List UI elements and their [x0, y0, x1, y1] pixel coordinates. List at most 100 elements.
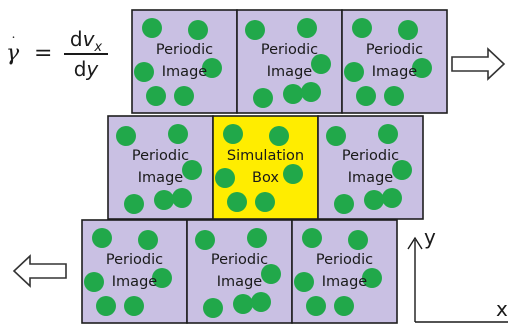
- equation-fraction: dvx dy: [60, 26, 112, 82]
- particle: [142, 18, 162, 38]
- particle: [364, 190, 384, 210]
- particle: [124, 296, 144, 316]
- particle: [223, 124, 243, 144]
- periodic-image-cell: Periodic Image: [291, 219, 398, 324]
- particle: [227, 192, 247, 212]
- particle: [344, 62, 364, 82]
- periodic-image-cell: Periodic Image: [236, 9, 343, 114]
- periodic-image-cell: Periodic Image: [107, 115, 214, 220]
- periodic-image-cell: Periodic Image: [317, 115, 424, 220]
- periodic-label-line2: Image: [267, 64, 312, 80]
- periodic-label-line1: Periodic: [132, 148, 189, 164]
- equation-num-v: v: [82, 27, 95, 51]
- particle: [334, 296, 354, 316]
- particle: [202, 58, 222, 78]
- particle: [269, 126, 289, 146]
- periodic-label-line2: Image: [138, 170, 183, 186]
- periodic-label-line2: Image: [162, 64, 207, 80]
- periodic-label-line1: Periodic: [106, 252, 163, 268]
- particle: [297, 18, 317, 38]
- equation-shear-rate-symbol: γ: [6, 41, 20, 66]
- particle: [334, 194, 354, 214]
- particle: [172, 188, 192, 208]
- particle: [245, 20, 265, 40]
- periodic-image-cell: Periodic Image: [341, 9, 448, 114]
- particle: [261, 264, 281, 284]
- particle: [356, 86, 376, 106]
- simulation-label-line2: Box: [252, 170, 279, 186]
- particle: [168, 124, 188, 144]
- particle: [283, 164, 303, 184]
- periodic-label-line2: Image: [217, 274, 262, 290]
- equation-equals: =: [34, 41, 53, 66]
- equation-dot: ˙: [10, 35, 17, 51]
- particle: [348, 230, 368, 250]
- periodic-label-line1: Periodic: [261, 42, 318, 58]
- shear-left-arrow-icon: [12, 254, 67, 288]
- simulation-label-line1: Simulation: [227, 148, 304, 164]
- particle: [188, 20, 208, 40]
- particle: [382, 188, 402, 208]
- particle: [302, 228, 322, 248]
- periodic-label-line1: Periodic: [316, 252, 373, 268]
- particle: [96, 296, 116, 316]
- particle: [362, 268, 382, 288]
- particle: [154, 190, 174, 210]
- periodic-label-line2: Image: [322, 274, 367, 290]
- particle: [251, 292, 271, 312]
- particle: [92, 228, 112, 248]
- particle: [294, 272, 314, 292]
- x-axis-label: x: [496, 297, 508, 321]
- particle: [253, 88, 273, 108]
- particle: [283, 84, 303, 104]
- periodic-label-line2: Image: [348, 170, 393, 186]
- periodic-label-line1: Periodic: [211, 252, 268, 268]
- particle: [378, 124, 398, 144]
- particle: [412, 58, 432, 78]
- periodic-label-line1: Periodic: [342, 148, 399, 164]
- periodic-label-line2: Image: [112, 274, 157, 290]
- particle: [233, 294, 253, 314]
- y-axis-label: y: [424, 225, 436, 249]
- particle: [152, 268, 172, 288]
- equation-fraction-bar: [64, 53, 108, 55]
- particle: [182, 160, 202, 180]
- particle: [392, 160, 412, 180]
- periodic-label-line1: Periodic: [366, 42, 423, 58]
- equation-num-d: d: [69, 27, 83, 51]
- particle: [247, 228, 267, 248]
- particle: [306, 296, 326, 316]
- periodic-image-cell: Periodic Image: [81, 219, 188, 324]
- particle: [311, 54, 331, 74]
- particle: [124, 194, 144, 214]
- particle: [134, 62, 154, 82]
- periodic-label-line1: Periodic: [156, 42, 213, 58]
- particle: [174, 86, 194, 106]
- particle: [255, 192, 275, 212]
- equation-denominator: dy: [60, 56, 112, 82]
- equation-den-d: d: [73, 57, 87, 81]
- simulation-box-cell: Simulation Box: [212, 115, 319, 220]
- periodic-image-cell: Periodic Image: [131, 9, 238, 114]
- particle: [384, 86, 404, 106]
- particle: [116, 126, 136, 146]
- equation-num-sub: x: [94, 40, 103, 55]
- equation-den-y: y: [86, 57, 99, 81]
- y-axis-arrowhead-icon: [407, 236, 423, 250]
- particle: [138, 230, 158, 250]
- shear-right-arrow-icon: [451, 47, 506, 81]
- particle: [195, 230, 215, 250]
- equation-numerator: dvx: [60, 26, 112, 55]
- particle: [301, 82, 321, 102]
- particle: [398, 20, 418, 40]
- particle: [215, 168, 235, 188]
- particle: [84, 272, 104, 292]
- particle: [146, 86, 166, 106]
- shear-rate-equation: ˙ γ = dvx dy: [4, 26, 116, 84]
- particle: [326, 126, 346, 146]
- particle: [352, 18, 372, 38]
- particle: [203, 298, 223, 318]
- periodic-label-line2: Image: [372, 64, 417, 80]
